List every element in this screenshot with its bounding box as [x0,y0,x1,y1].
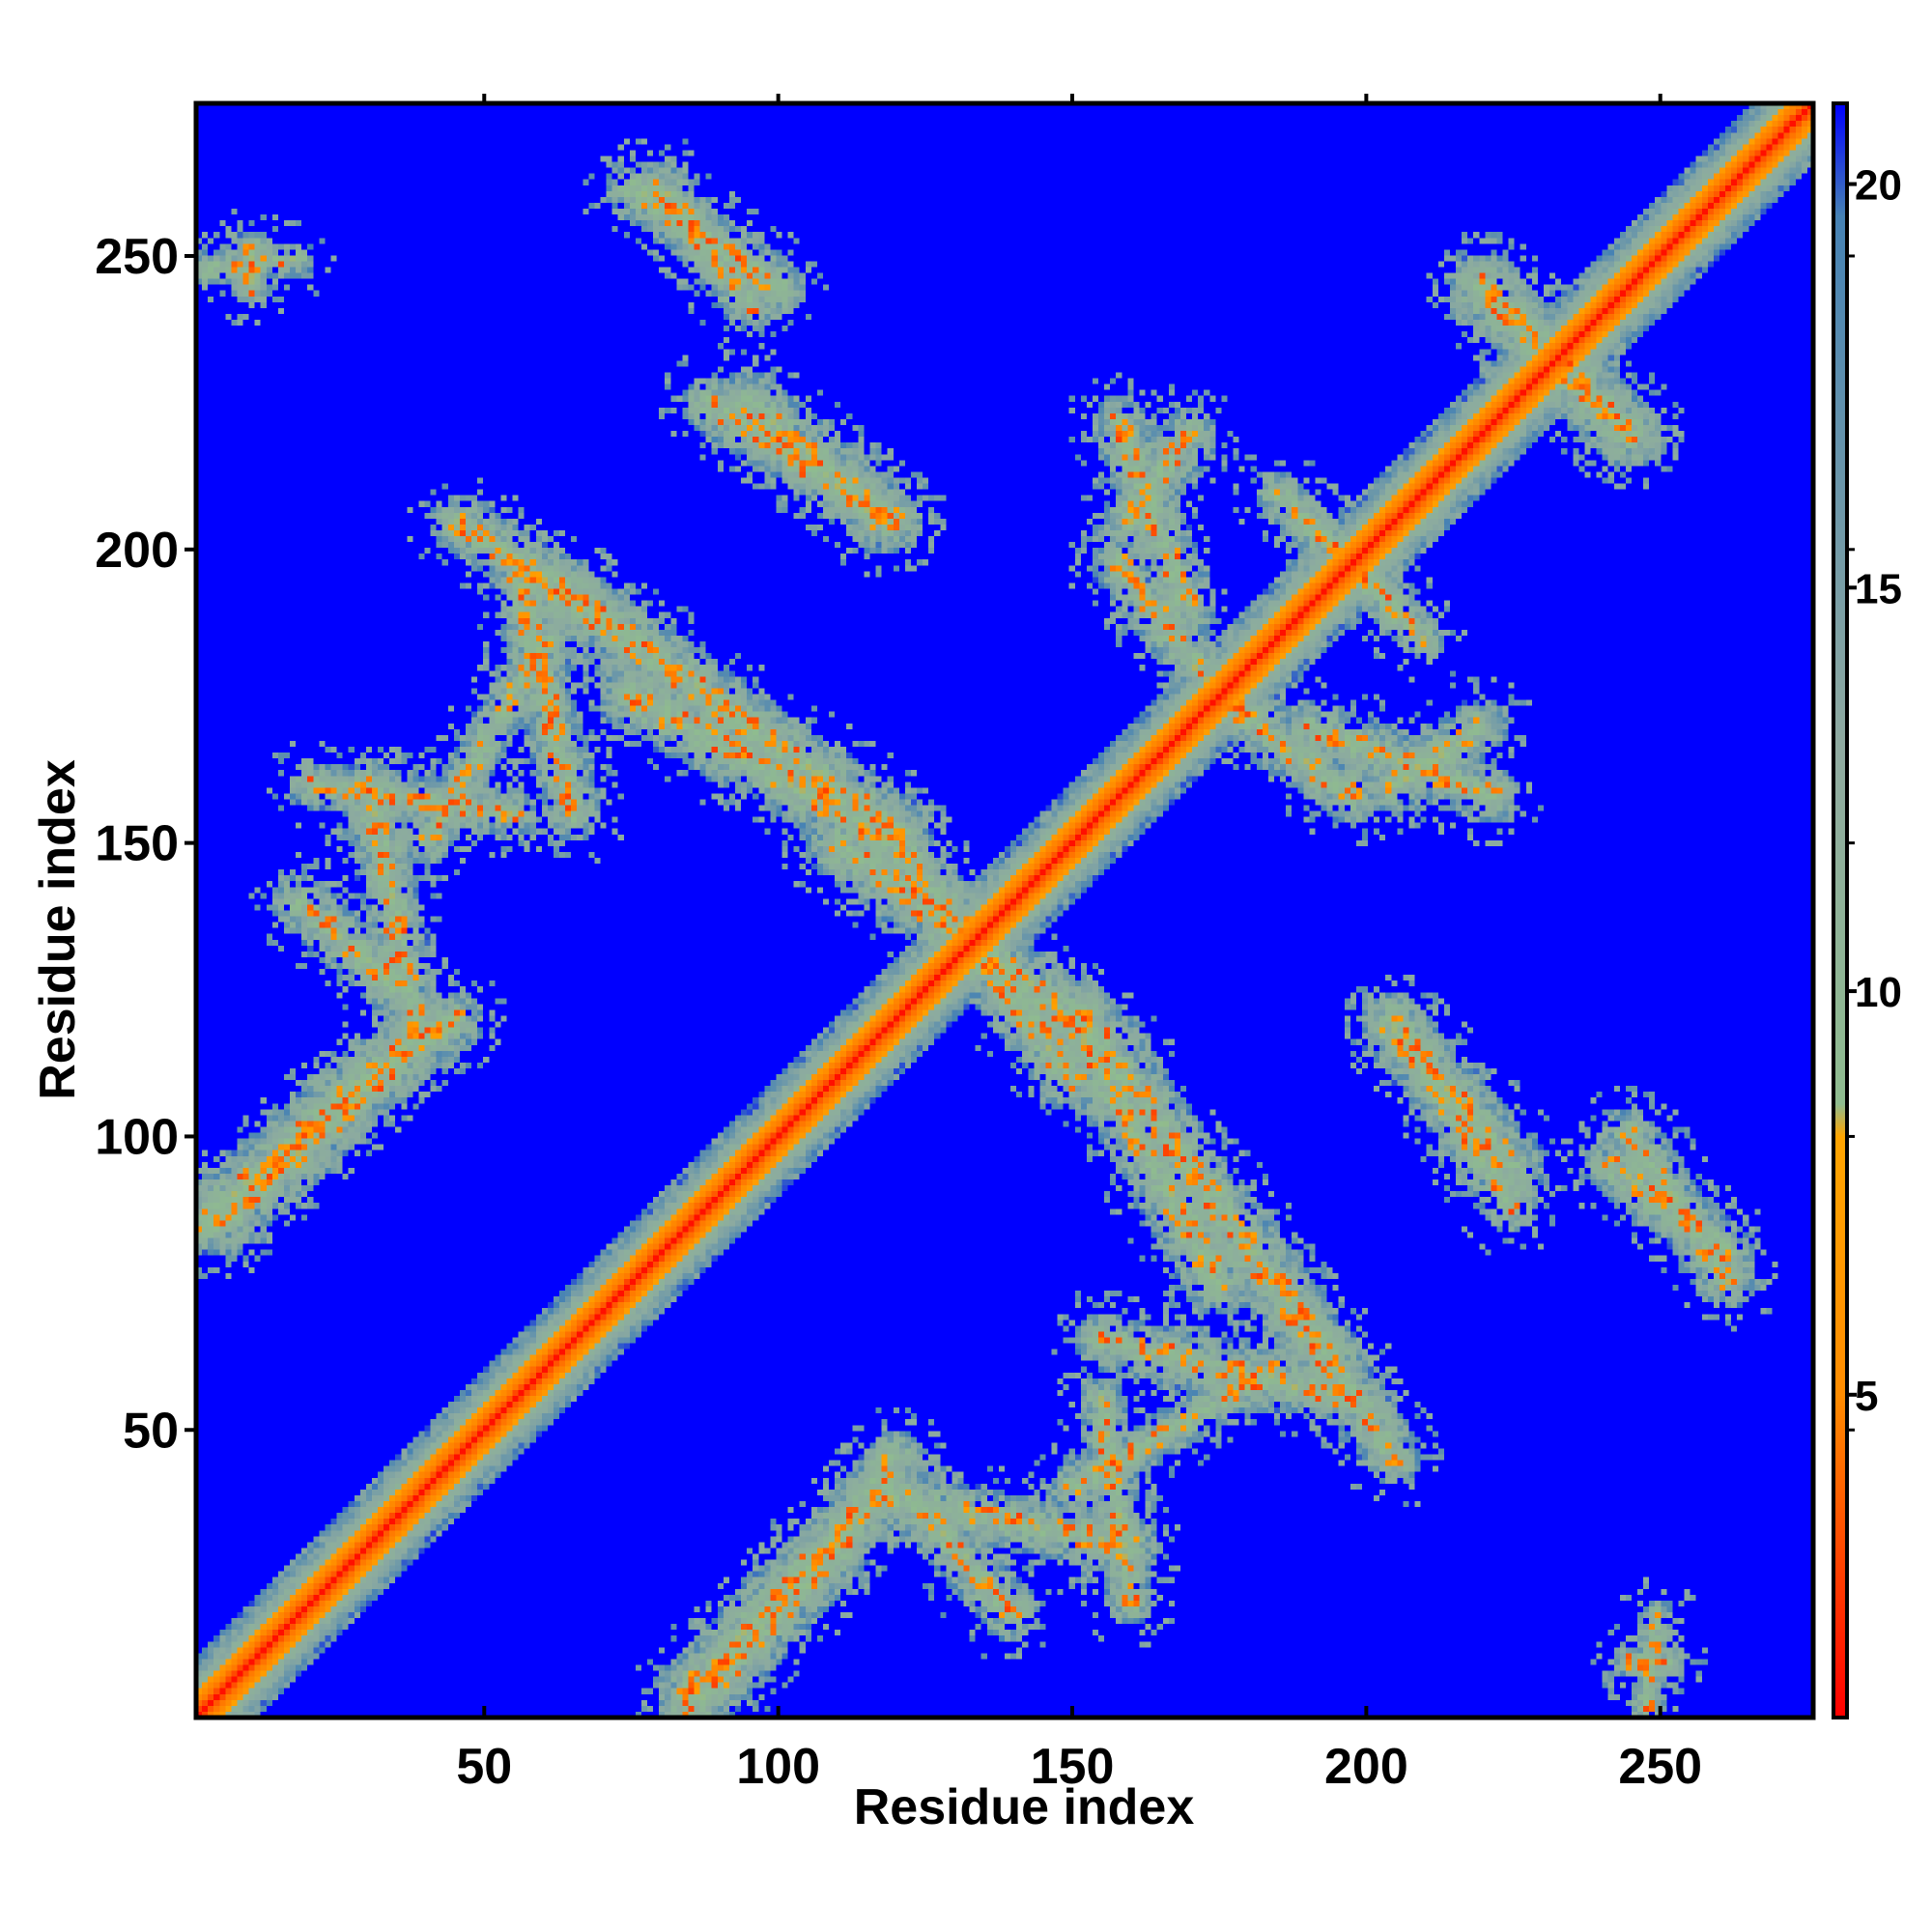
x-tick-label: 150 [1031,1739,1115,1795]
y-axis: 50 100 150 200 250 [95,229,196,1459]
heatmap-cells [196,103,1813,1718]
y-tick-label: 150 [95,816,179,872]
colorbar-tick-label: 5 [1855,1373,1878,1420]
x-axis: 50 100 150 200 250 [456,94,1702,1795]
colorbar-scale [1832,101,1849,1719]
y-tick-label: 250 [95,229,179,285]
x-tick-label: 50 [456,1739,512,1795]
heatmap-image [196,103,1813,1718]
x-axis-label: Residue index [854,1779,1195,1835]
colorbar: 5 10 15 20 [1832,101,1902,1719]
y-tick-label: 100 [95,1109,179,1165]
colorbar-tick-label: 15 [1855,565,1902,612]
x-tick-label: 100 [736,1739,820,1795]
colorbar-tick-label: 10 [1855,969,1902,1016]
x-tick-label: 200 [1324,1739,1408,1795]
colorbar-tick-label: 20 [1855,162,1902,210]
plot-frame [193,100,1816,1720]
y-tick-label: 200 [95,523,179,579]
y-tick-label: 50 [123,1403,179,1459]
x-tick-label: 250 [1618,1739,1702,1795]
y-axis-label: Residue index [30,759,86,1100]
